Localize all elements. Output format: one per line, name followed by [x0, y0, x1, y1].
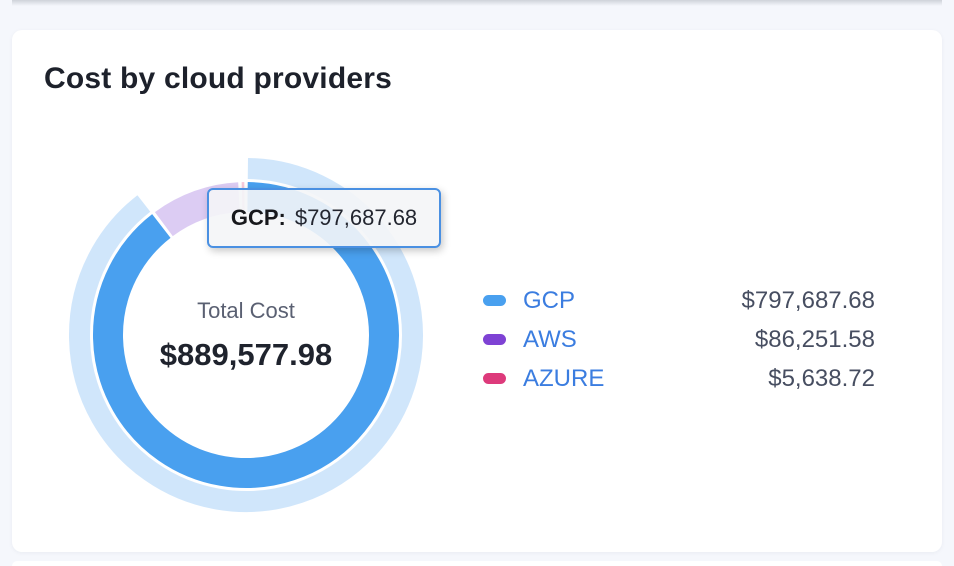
- legend-item-aws[interactable]: AWS $86,251.58: [483, 320, 875, 359]
- legend-value: $5,638.72: [768, 364, 875, 392]
- page-title: Cost by cloud providers: [44, 62, 392, 95]
- legend-marker-icon: [483, 295, 506, 306]
- legend-value: $86,251.58: [754, 325, 875, 353]
- donut-slice-gcp[interactable]: [93, 182, 399, 488]
- legend-label[interactable]: GCP: [523, 286, 576, 314]
- chart-tooltip: GCP: $797,687.68: [207, 188, 441, 248]
- legend-label[interactable]: AWS: [523, 325, 577, 353]
- legend-label[interactable]: AZURE: [523, 364, 605, 392]
- legend-value: $797,687.68: [741, 286, 875, 314]
- legend-item-azure[interactable]: AZURE $5,638.72: [483, 359, 875, 398]
- top-edge-shadow: [12, 0, 942, 6]
- legend-marker-icon: [483, 334, 506, 345]
- tooltip-series-value: $797,687.68: [294, 205, 418, 230]
- tooltip-series-name: GCP:: [230, 205, 286, 230]
- legend-item-gcp[interactable]: GCP $797,687.68: [483, 281, 875, 320]
- legend-marker-icon: [483, 373, 506, 384]
- next-card-top-edge: [12, 561, 942, 566]
- chart-legend: GCP $797,687.68 AWS $86,251.58 AZURE $5,638.7…: [483, 281, 875, 398]
- cost-by-cloud-providers-card: Cost by cloud providers Total Cost $889,…: [12, 30, 942, 552]
